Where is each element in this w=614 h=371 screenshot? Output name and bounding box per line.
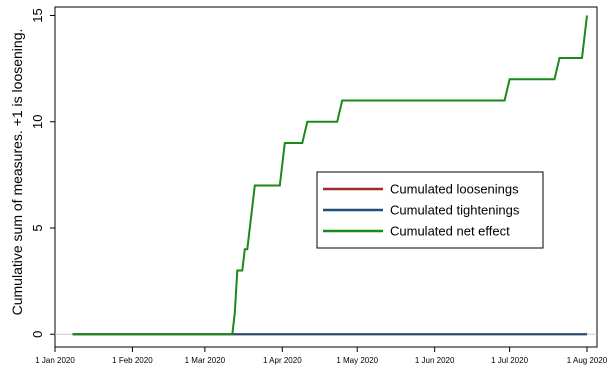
y-axis: 0 5 10 15 — [30, 8, 55, 338]
series-layer — [72, 15, 588, 336]
y-axis-label: Cumulative sum of measures. +1 is loosen… — [9, 29, 25, 316]
legend-label-0: Cumulated loosenings — [390, 182, 519, 197]
x-tick-label: 1 Mar 2020 — [185, 356, 226, 365]
x-tick-label: 1 May 2020 — [336, 356, 378, 365]
legend-label-2: Cumulated net effect — [390, 224, 510, 239]
x-tick-label: 1 Aug 2020 — [567, 356, 608, 365]
y-tick-label: 10 — [30, 115, 45, 129]
legend-label-1: Cumulated tightenings — [390, 203, 520, 218]
x-tick-label: 1 Apr 2020 — [263, 356, 302, 365]
x-tick-label: 1 Jun 2020 — [415, 356, 455, 365]
series-line-2 — [72, 15, 588, 336]
legend: Cumulated loosenings Cumulated tightening… — [316, 171, 544, 249]
x-tick-label: 1 Feb 2020 — [112, 356, 153, 365]
y-tick-label: 5 — [30, 224, 45, 231]
plot-frame — [54, 6, 598, 348]
y-tick-label: 0 — [30, 331, 45, 338]
x-tick-label: 1 Jan 2020 — [35, 356, 75, 365]
x-tick-label: 1 Jul 2020 — [491, 356, 528, 365]
y-tick-label: 15 — [30, 8, 45, 22]
x-axis: 1 Jan 2020 1 Feb 2020 1 Mar 2020 1 Apr 2020… — [35, 347, 608, 365]
